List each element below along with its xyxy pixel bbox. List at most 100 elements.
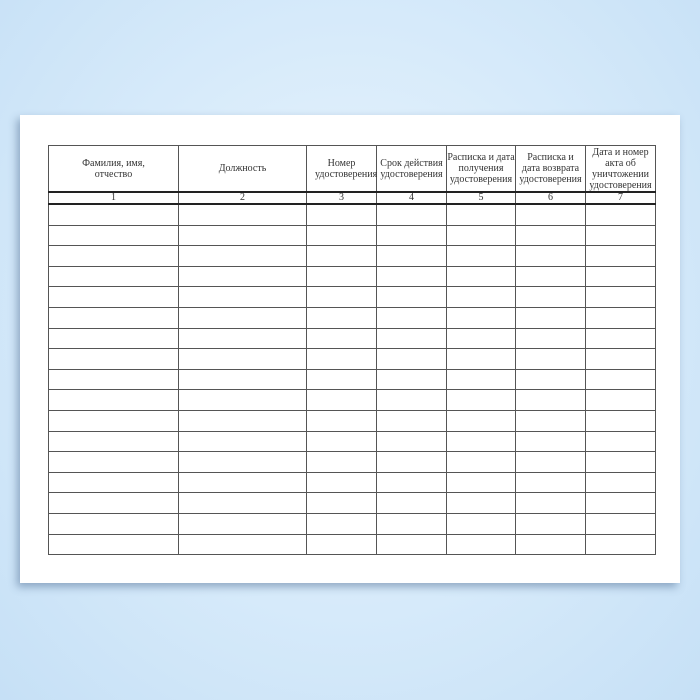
table-row	[48, 512, 656, 535]
table-cell	[515, 327, 586, 350]
table-row	[48, 286, 656, 308]
table-cell	[178, 327, 307, 350]
column-header-validity: Срок действия удостоверения	[376, 145, 447, 193]
table-cell	[585, 203, 656, 226]
table-cell	[306, 389, 377, 411]
table-cell	[515, 409, 586, 432]
table-cell	[178, 245, 307, 267]
table-cell	[48, 265, 179, 288]
table-cell	[306, 430, 377, 453]
column-header-certificate-number: Номер удостоверения	[306, 145, 377, 193]
table-cell	[306, 348, 377, 370]
table-cell	[585, 492, 656, 514]
table-row	[48, 471, 656, 494]
table-cell	[376, 327, 447, 350]
table-cell	[376, 203, 447, 226]
table-cell	[48, 327, 179, 350]
table-row	[48, 451, 656, 473]
table-cell	[585, 368, 656, 391]
table-cell	[446, 512, 516, 535]
table-cell	[376, 409, 447, 432]
column-number: 7	[585, 191, 656, 205]
table-cell	[585, 533, 656, 556]
table-row	[48, 203, 656, 226]
table-cell	[306, 203, 377, 226]
column-header-receipt: Расписка и дата получения удостоверения	[446, 145, 516, 193]
table-row	[48, 306, 656, 329]
table-cell	[178, 512, 307, 535]
table-cell	[178, 409, 307, 432]
table-cell	[515, 512, 586, 535]
table-cell	[585, 306, 656, 329]
column-number-row: 1 2 3 4 5 6 7	[48, 191, 656, 205]
table-cell	[48, 286, 179, 308]
table-cell	[48, 224, 179, 247]
table-cell	[178, 471, 307, 494]
table-cell	[48, 533, 179, 556]
table-cell	[515, 368, 586, 391]
table-cell	[306, 265, 377, 288]
table-cell	[376, 471, 447, 494]
table-cell	[446, 471, 516, 494]
table-cell	[585, 224, 656, 247]
column-header-return: Расписка и дата возврата удостоверения	[515, 145, 586, 193]
table-cell	[376, 451, 447, 473]
table-cell	[515, 389, 586, 411]
table-cell	[376, 348, 447, 370]
table-cell	[515, 471, 586, 494]
table-cell	[585, 348, 656, 370]
table-cell	[515, 224, 586, 247]
table-cell	[376, 245, 447, 267]
table-row	[48, 327, 656, 350]
journal-table: Фамилия, имя, отчество Должность Номер у…	[48, 145, 656, 556]
table-cell	[376, 265, 447, 288]
table-cell	[446, 533, 516, 556]
table-row	[48, 224, 656, 247]
table-cell	[585, 409, 656, 432]
table-cell	[585, 471, 656, 494]
table-cell	[306, 224, 377, 247]
table-cell	[306, 245, 377, 267]
table-cell	[446, 492, 516, 514]
table-cell	[48, 389, 179, 411]
table-cell	[585, 389, 656, 411]
table-cell	[306, 306, 377, 329]
table-cell	[515, 533, 586, 556]
table-cell	[446, 245, 516, 267]
table-cell	[515, 348, 586, 370]
table-cell	[515, 286, 586, 308]
table-cell	[178, 224, 307, 247]
table-cell	[376, 368, 447, 391]
table-row	[48, 409, 656, 432]
table-cell	[48, 348, 179, 370]
column-number: 5	[446, 191, 516, 205]
table-cell	[48, 409, 179, 432]
table-cell	[48, 203, 179, 226]
table-cell	[446, 430, 516, 453]
table-body	[48, 203, 656, 556]
table-cell	[306, 327, 377, 350]
table-cell	[306, 409, 377, 432]
table-cell	[376, 306, 447, 329]
table-cell	[376, 430, 447, 453]
table-cell	[585, 512, 656, 535]
table-cell	[376, 224, 447, 247]
table-cell	[178, 451, 307, 473]
table-cell	[585, 451, 656, 473]
table-cell	[376, 533, 447, 556]
table-cell	[306, 492, 377, 514]
table-cell	[178, 533, 307, 556]
table-cell	[585, 327, 656, 350]
table-cell	[446, 409, 516, 432]
table-cell	[585, 430, 656, 453]
table-cell	[376, 286, 447, 308]
table-cell	[178, 389, 307, 411]
table-cell	[515, 430, 586, 453]
table-row	[48, 348, 656, 370]
table-cell	[446, 286, 516, 308]
table-cell	[446, 327, 516, 350]
table-cell	[446, 451, 516, 473]
table-cell	[48, 245, 179, 267]
table-cell	[376, 389, 447, 411]
table-cell	[178, 492, 307, 514]
